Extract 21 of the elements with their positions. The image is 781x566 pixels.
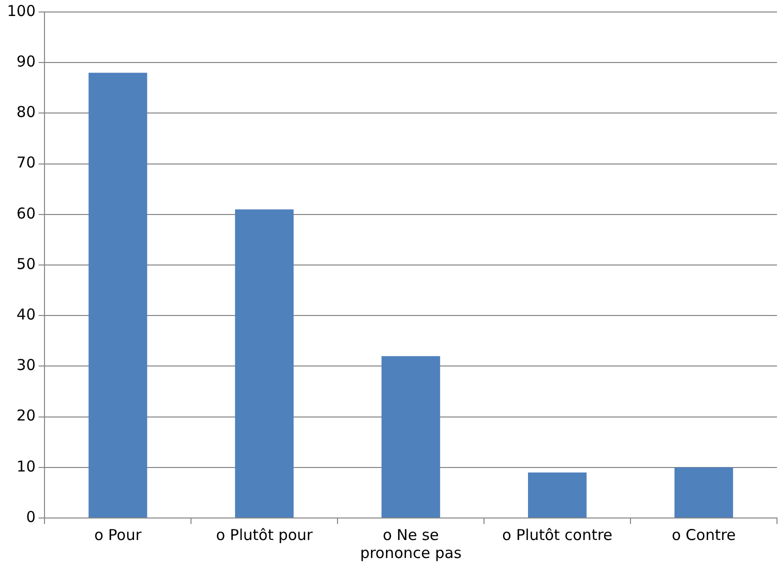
y-tick-label: 80 [16, 103, 36, 122]
y-tick-label: 50 [16, 254, 36, 273]
bar [235, 209, 294, 518]
y-tick-label: 20 [16, 406, 36, 425]
x-tick-label: o Pour [94, 526, 142, 544]
bar [382, 356, 440, 518]
bar [88, 72, 148, 518]
y-tick-label: 70 [16, 154, 36, 172]
x-tick-label: o Ne se prononce pas [360, 526, 462, 562]
y-tick-label: 10 [16, 457, 36, 476]
y-tick-label: 90 [16, 52, 36, 70]
x-tick-label: o Plutôt contre [502, 526, 612, 544]
y-tick-label: 30 [16, 356, 36, 374]
bar [528, 472, 587, 518]
x-tick-label: o Contre [672, 526, 736, 544]
bar [674, 467, 734, 518]
y-tick-label: 40 [16, 305, 36, 324]
y-tick-label: 100 [6, 2, 36, 20]
y-tick-label: 60 [16, 204, 36, 222]
x-tick-label: o Plutôt pour [216, 526, 314, 544]
y-tick-label: 0 [26, 508, 36, 526]
